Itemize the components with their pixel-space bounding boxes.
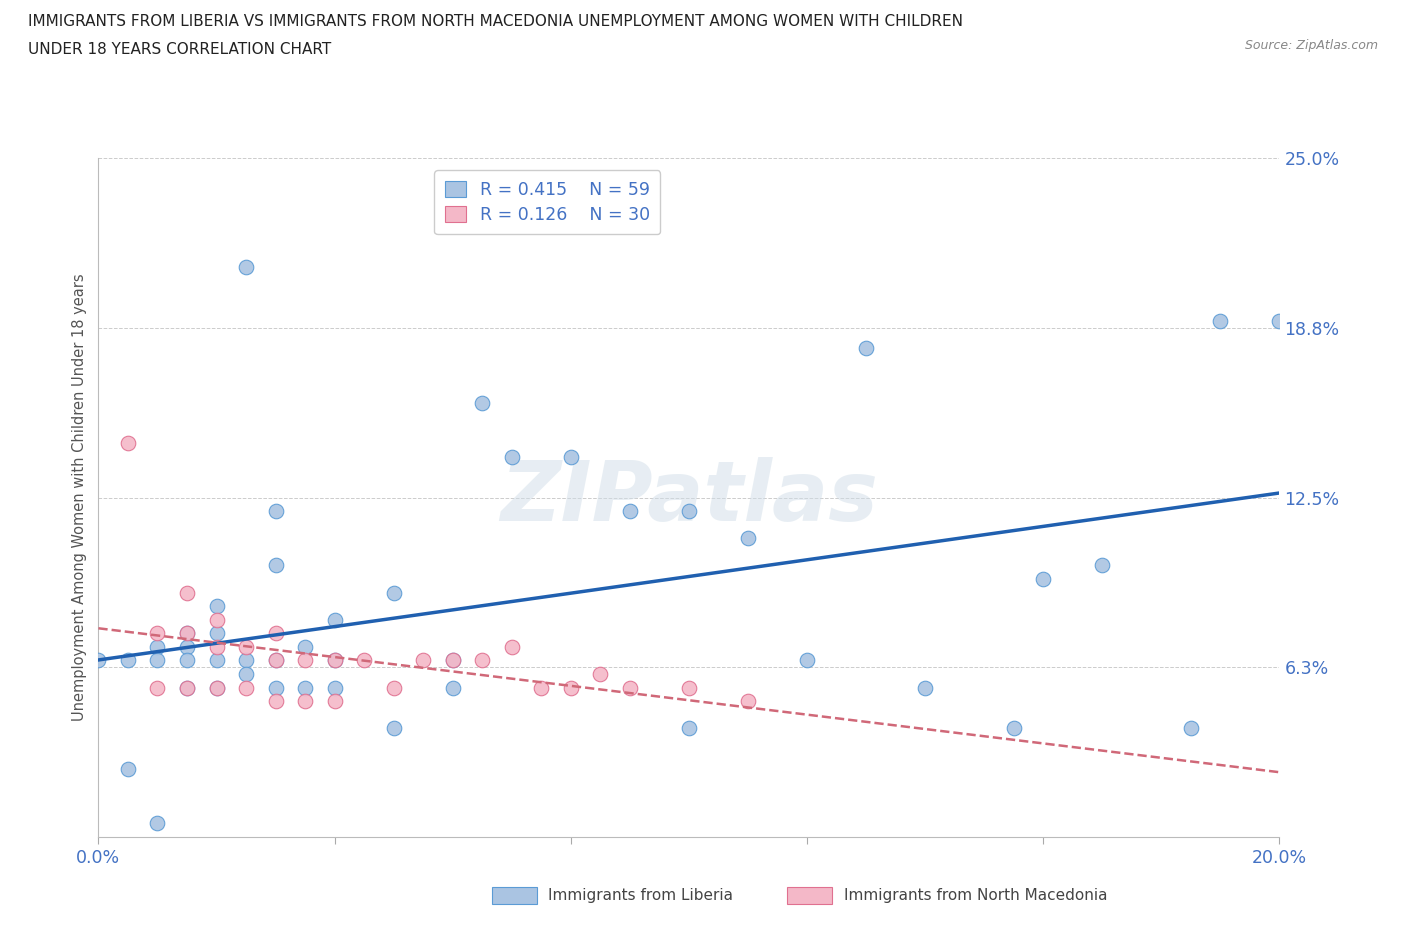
Point xyxy=(1268,313,1291,328)
Point xyxy=(471,653,494,668)
Point xyxy=(205,680,228,695)
Point xyxy=(619,504,641,519)
Point xyxy=(678,504,700,519)
Point xyxy=(146,653,169,668)
Point xyxy=(678,721,700,736)
Point xyxy=(796,653,818,668)
Point xyxy=(441,653,464,668)
Point xyxy=(176,585,198,600)
Point xyxy=(264,653,287,668)
Point xyxy=(382,721,405,736)
Point xyxy=(176,680,198,695)
Point xyxy=(323,612,346,627)
Point xyxy=(294,653,316,668)
Point xyxy=(117,653,139,668)
Point xyxy=(530,680,553,695)
Text: Source: ZipAtlas.com: Source: ZipAtlas.com xyxy=(1244,39,1378,52)
Point xyxy=(176,626,198,641)
Point xyxy=(560,680,582,695)
Point xyxy=(146,816,169,830)
Point xyxy=(176,640,198,655)
Point xyxy=(117,436,139,451)
Point xyxy=(560,449,582,464)
Point xyxy=(1002,721,1025,736)
Point xyxy=(382,680,405,695)
Point xyxy=(294,680,316,695)
Point xyxy=(264,694,287,709)
Point xyxy=(441,653,464,668)
Point xyxy=(737,694,759,709)
Text: Immigrants from North Macedonia: Immigrants from North Macedonia xyxy=(844,888,1107,903)
Point xyxy=(264,504,287,519)
Point xyxy=(205,612,228,627)
Point xyxy=(1032,572,1054,587)
Point xyxy=(146,626,169,641)
Point xyxy=(323,653,346,668)
Point xyxy=(323,680,346,695)
Point xyxy=(264,653,287,668)
Point xyxy=(235,653,257,668)
Point xyxy=(412,653,434,668)
Point xyxy=(264,680,287,695)
Point xyxy=(205,599,228,614)
Point xyxy=(87,653,110,668)
Point xyxy=(353,653,375,668)
Point xyxy=(471,395,494,410)
Point xyxy=(264,626,287,641)
Point xyxy=(323,694,346,709)
Point xyxy=(737,531,759,546)
Point xyxy=(1209,313,1232,328)
Point xyxy=(205,626,228,641)
Point xyxy=(176,680,198,695)
Point xyxy=(176,653,198,668)
Text: IMMIGRANTS FROM LIBERIA VS IMMIGRANTS FROM NORTH MACEDONIA UNEMPLOYMENT AMONG WO: IMMIGRANTS FROM LIBERIA VS IMMIGRANTS FR… xyxy=(28,14,963,29)
Point xyxy=(235,667,257,682)
Point xyxy=(294,694,316,709)
Y-axis label: Unemployment Among Women with Children Under 18 years: Unemployment Among Women with Children U… xyxy=(72,273,87,722)
Point xyxy=(117,762,139,777)
Point xyxy=(914,680,936,695)
Point xyxy=(205,640,228,655)
Text: Immigrants from Liberia: Immigrants from Liberia xyxy=(548,888,734,903)
Point xyxy=(619,680,641,695)
Point xyxy=(589,667,612,682)
Point xyxy=(382,585,405,600)
Legend: R = 0.415    N = 59, R = 0.126    N = 30: R = 0.415 N = 59, R = 0.126 N = 30 xyxy=(434,170,659,234)
Point xyxy=(205,680,228,695)
Point xyxy=(235,259,257,274)
Point xyxy=(235,640,257,655)
Text: ZIPatlas: ZIPatlas xyxy=(501,457,877,538)
Point xyxy=(855,340,877,355)
Text: UNDER 18 YEARS CORRELATION CHART: UNDER 18 YEARS CORRELATION CHART xyxy=(28,42,332,57)
Point xyxy=(146,680,169,695)
Point xyxy=(323,653,346,668)
Point xyxy=(501,640,523,655)
Point xyxy=(501,449,523,464)
Point xyxy=(176,626,198,641)
Point xyxy=(235,680,257,695)
Point xyxy=(205,653,228,668)
Point xyxy=(441,680,464,695)
Point xyxy=(294,640,316,655)
Point xyxy=(1091,558,1114,573)
Point xyxy=(678,680,700,695)
Point xyxy=(1180,721,1202,736)
Point xyxy=(146,640,169,655)
Point xyxy=(264,558,287,573)
